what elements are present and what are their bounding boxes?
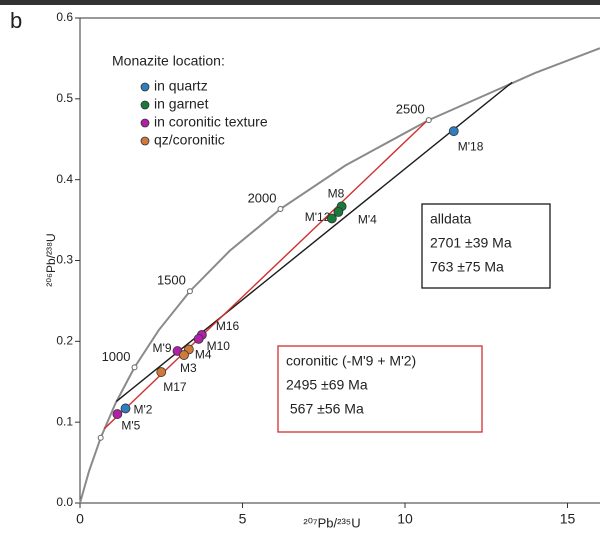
annotation-text: 567 ±56 Ma <box>286 401 364 417</box>
age-marker <box>277 205 284 212</box>
age-marker <box>186 288 193 295</box>
point-label: M8 <box>328 187 345 201</box>
legend-label: qz/coronitic <box>154 132 225 148</box>
discordia-line <box>115 81 513 402</box>
age-label: 2000 <box>248 190 277 205</box>
y-tick-label: 0.5 <box>56 91 73 105</box>
annotation-text: 2701 ±39 Ma <box>430 235 512 251</box>
age-label: 1500 <box>157 273 186 288</box>
annotation-text: coronitic (-M'9 + M'2) <box>286 353 416 369</box>
data-point <box>448 126 459 137</box>
y-tick-label: 0.2 <box>56 334 73 348</box>
age-label: 2500 <box>396 102 425 117</box>
y-axis-label: ²⁰⁶Pb/²³⁸U <box>44 233 58 286</box>
photo-edge <box>0 0 600 5</box>
point-label: M'18 <box>458 139 484 153</box>
age-marker <box>131 364 138 371</box>
legend-label: in coronitic texture <box>154 114 268 130</box>
legend-title: Monazite location: <box>112 53 225 69</box>
legend-marker <box>140 136 150 146</box>
point-label: M'9 <box>153 341 172 355</box>
point-label: M'5 <box>121 418 140 432</box>
annotation-box <box>421 203 551 289</box>
y-tick-label: 0.0 <box>56 495 73 509</box>
x-tick-label: 10 <box>397 511 413 527</box>
point-label: M4 <box>195 348 212 362</box>
annotation-text: alldata <box>430 211 471 227</box>
legend-label: in garnet <box>154 96 209 112</box>
point-label: M'12 <box>305 210 331 224</box>
point-label: M'2 <box>134 403 153 417</box>
x-axis-label: ²⁰⁷Pb/²³⁵U <box>303 515 360 530</box>
y-tick-label: 0.6 <box>56 10 73 24</box>
point-label: M17 <box>163 380 187 394</box>
data-point <box>333 207 344 217</box>
data-point <box>193 334 204 344</box>
discordia-line <box>103 120 428 430</box>
annotation-text: 2495 ±69 Ma <box>286 377 368 393</box>
age-marker <box>97 434 104 441</box>
data-point <box>179 350 189 360</box>
legend-marker <box>140 100 150 110</box>
age-label: 1000 <box>102 349 131 364</box>
point-label: M10 <box>207 339 231 353</box>
x-tick-label: 15 <box>560 511 576 527</box>
point-label: M3 <box>180 361 197 375</box>
point-label: M16 <box>216 319 240 333</box>
legend-label: in quartz <box>154 78 208 94</box>
data-point <box>112 409 123 419</box>
y-tick-label: 0.4 <box>56 172 73 186</box>
point-label: M'4 <box>358 213 377 227</box>
y-tick-label: 0.3 <box>56 253 73 267</box>
x-tick-label: 0 <box>76 511 84 527</box>
x-tick-label: 5 <box>239 511 247 527</box>
data-point <box>120 403 131 414</box>
data-point <box>326 213 337 224</box>
legend-marker <box>140 118 150 128</box>
panel-label: b <box>10 8 22 33</box>
data-point <box>156 367 167 377</box>
age-marker <box>425 117 432 124</box>
annotation-text: 763 ±75 Ma <box>430 259 504 275</box>
legend-marker <box>140 82 150 92</box>
annotation-box <box>277 345 483 433</box>
y-tick-label: 0.1 <box>56 414 73 428</box>
